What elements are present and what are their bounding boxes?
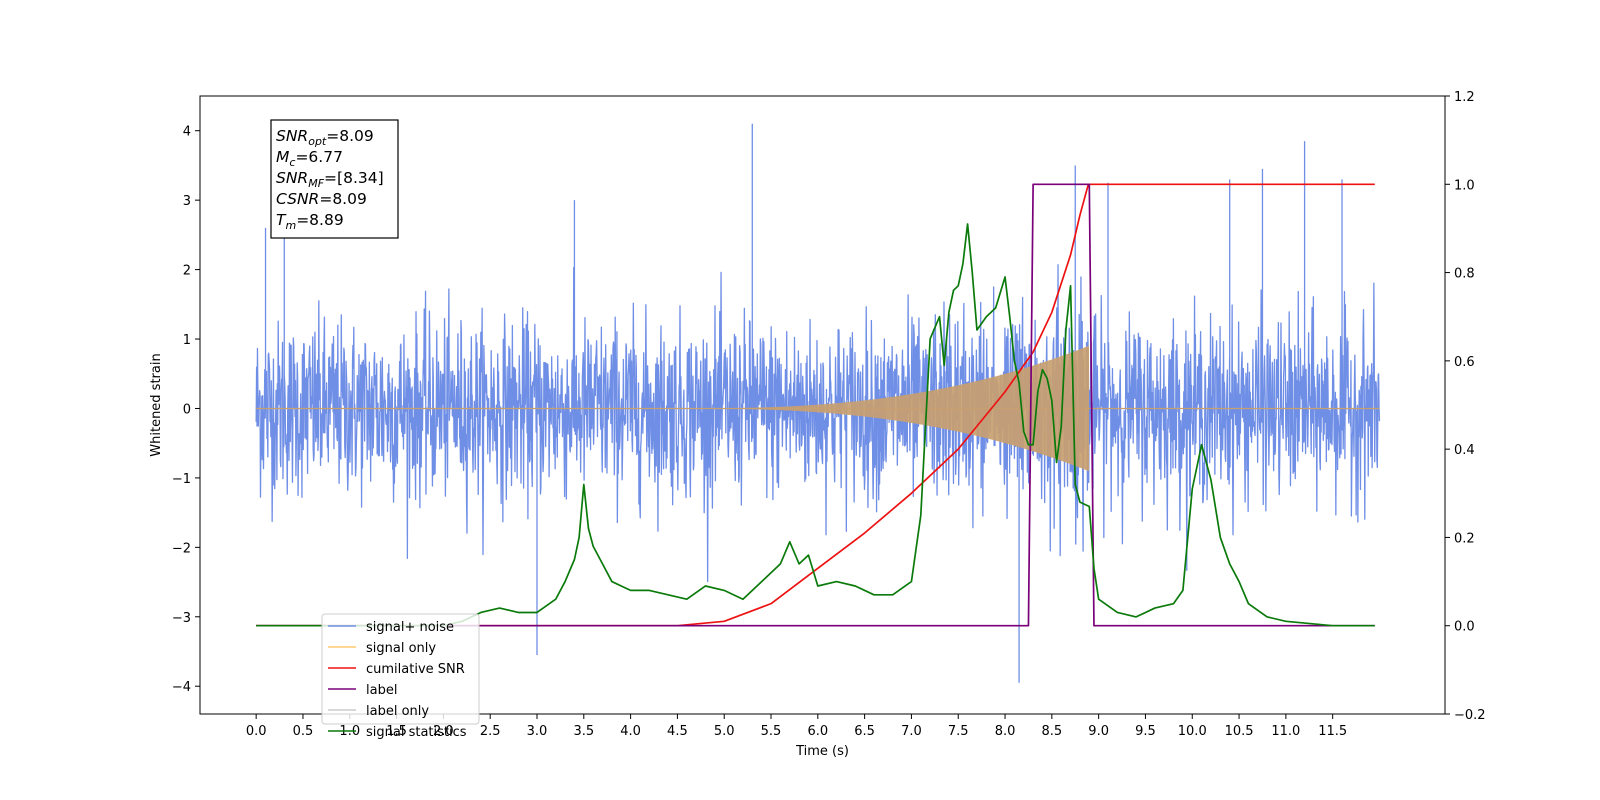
plot-frame — [199, 95, 1446, 715]
legend-label: signal only — [366, 641, 436, 656]
annotation-line: CSNR=8.09 — [276, 190, 367, 208]
legend: signal+ noise signal only cumilative SNR la… — [321, 613, 480, 740]
signal-noise-line — [255, 123, 1381, 683]
x-tick-label: 7.5 — [948, 724, 969, 739]
x-tick-label: 0.5 — [293, 724, 314, 739]
x-tick-label: 5.0 — [714, 724, 735, 739]
y-tick-label: −4 — [172, 680, 191, 695]
legend-frame — [321, 613, 480, 725]
y-tick-label: −3 — [172, 611, 191, 626]
right-y-tick-label: −0.2 — [1454, 708, 1486, 723]
series-line-3 — [256, 183, 1375, 627]
x-tick-label: 10.0 — [1178, 724, 1207, 739]
right-y-tick-label: 0.8 — [1454, 267, 1475, 282]
annotation-line: Tm=8.89 — [276, 211, 344, 232]
y-axis-label: Whitened strain — [149, 353, 164, 456]
x-tick-label: 6.5 — [854, 724, 875, 739]
x-tick-label: 9.5 — [1135, 724, 1156, 739]
x-tick-label: 8.0 — [995, 724, 1016, 739]
x-tick-label: 3.5 — [573, 724, 594, 739]
x-tick-label: 1.5 — [386, 724, 407, 739]
x-tick-label: 10.5 — [1225, 724, 1254, 739]
x-axis-label: Time (s) — [795, 744, 849, 759]
x-tick-label: 7.0 — [901, 724, 922, 739]
right-y-tick-label: 1.2 — [1454, 90, 1475, 105]
y-axis-ticks: −4 −3 −2 −1 0 1 2 3 4 — [172, 125, 200, 695]
x-tick-label: 9.0 — [1088, 724, 1109, 739]
legend-label: cumilative SNR — [366, 662, 465, 677]
annotation-frame — [270, 119, 399, 239]
x-tick-label: 4.5 — [667, 724, 688, 739]
signal-only-series — [256, 345, 1380, 471]
x-tick-label: 2.5 — [480, 724, 501, 739]
x-tick-label: 5.5 — [761, 724, 782, 739]
y-tick-label: 4 — [183, 125, 191, 140]
x-tick-label: 0.0 — [246, 724, 267, 739]
right-y-tick-label: 0.6 — [1454, 355, 1475, 370]
signal-noise-series — [255, 123, 1381, 683]
y-tick-label: −1 — [172, 472, 191, 487]
legend-label: signal+ noise — [366, 620, 454, 635]
x-tick-label: 6.0 — [807, 724, 828, 739]
annotation-line: SNRMF=[8.34] — [276, 169, 384, 190]
annotation-line: Mc=6.77 — [276, 148, 343, 169]
signal-only-chirp — [677, 345, 1089, 471]
x-tick-label: 3.0 — [527, 724, 548, 739]
series-line-4 — [256, 183, 1375, 627]
y-tick-label: 2 — [183, 264, 191, 279]
annotation-line: SNRopt=8.09 — [276, 127, 374, 148]
y-tick-label: −2 — [172, 541, 191, 556]
right-axis-series — [256, 183, 1375, 627]
x-tick-label: 8.5 — [1041, 724, 1062, 739]
x-axis-ticks: 0.0 0.5 1.0 1.5 2.0 2.5 3.0 3.5 4.0 4.5 5.0 5.5 6.0 6… — [246, 714, 1347, 739]
right-y-tick-label: 1.0 — [1454, 178, 1475, 193]
right-y-tick-label: 0.2 — [1454, 531, 1475, 546]
legend-label: signal statistics — [366, 725, 467, 740]
y-tick-label: 1 — [183, 333, 191, 348]
x-tick-label: 11.5 — [1318, 724, 1347, 739]
x-tick-label: 2.0 — [433, 724, 454, 739]
right-y-axis-ticks: −0.2 0.0 0.2 0.4 0.6 0.8 1.0 1.2 — [1445, 90, 1486, 723]
right-y-tick-label: 0.0 — [1454, 620, 1475, 635]
y-tick-label: 0 — [183, 402, 191, 417]
right-y-tick-label: 0.4 — [1454, 443, 1475, 458]
series-line-5 — [256, 223, 1375, 627]
x-tick-label: 4.0 — [620, 724, 641, 739]
legend-label: label only — [366, 704, 429, 719]
legend-label: label — [366, 683, 397, 698]
x-tick-label: 11.0 — [1271, 724, 1300, 739]
y-tick-label: 3 — [183, 194, 191, 209]
